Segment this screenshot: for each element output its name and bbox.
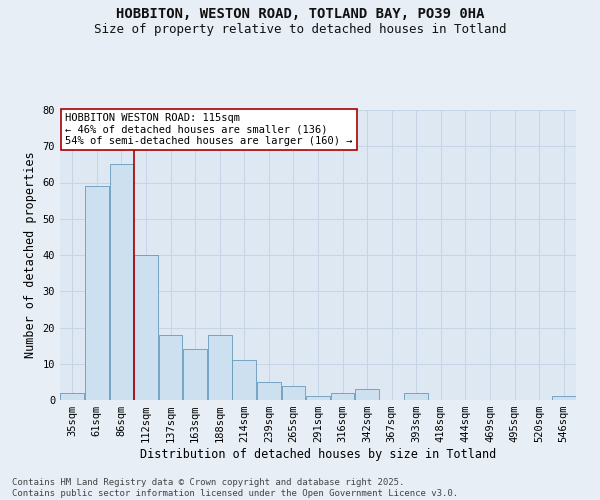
Bar [404, 393, 428, 400]
Bar [208, 335, 232, 400]
Y-axis label: Number of detached properties: Number of detached properties [24, 152, 37, 358]
Bar [331, 393, 355, 400]
Bar [257, 382, 281, 400]
Text: Contains HM Land Registry data © Crown copyright and database right 2025.
Contai: Contains HM Land Registry data © Crown c… [12, 478, 458, 498]
Bar [281, 386, 305, 400]
Bar [355, 389, 379, 400]
Text: HOBBITON, WESTON ROAD, TOTLAND BAY, PO39 0HA: HOBBITON, WESTON ROAD, TOTLAND BAY, PO39… [116, 8, 484, 22]
Text: Size of property relative to detached houses in Totland: Size of property relative to detached ho… [94, 22, 506, 36]
Bar [183, 349, 207, 400]
Bar [134, 255, 158, 400]
Bar [158, 335, 182, 400]
Text: HOBBITON WESTON ROAD: 115sqm
← 46% of detached houses are smaller (136)
54% of s: HOBBITON WESTON ROAD: 115sqm ← 46% of de… [65, 113, 353, 146]
Bar [306, 396, 330, 400]
Bar [552, 396, 575, 400]
X-axis label: Distribution of detached houses by size in Totland: Distribution of detached houses by size … [140, 448, 496, 461]
Bar [85, 186, 109, 400]
Bar [61, 393, 84, 400]
Bar [232, 360, 256, 400]
Bar [110, 164, 133, 400]
